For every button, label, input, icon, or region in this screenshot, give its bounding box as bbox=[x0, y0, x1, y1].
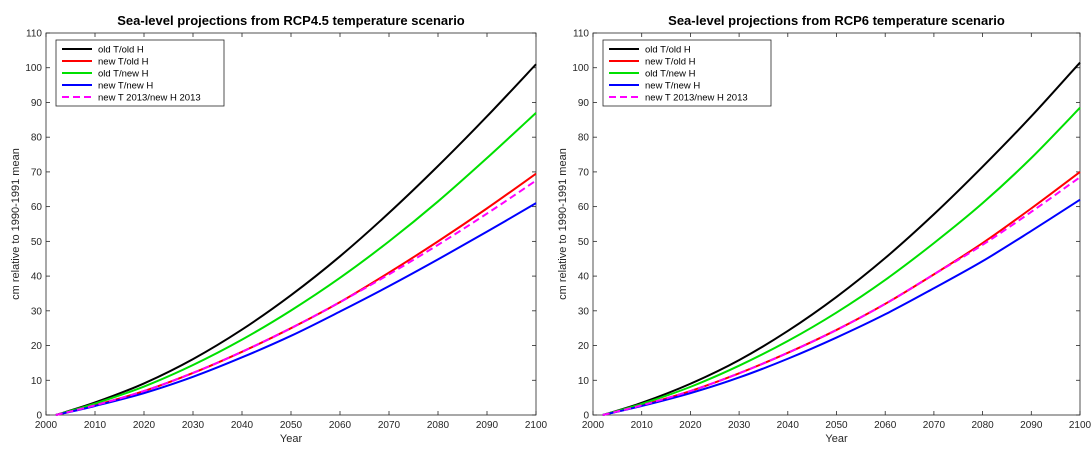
chart-panel: 2000 2010 2020 2030 2040 2050 2060 2070 2080 2090… bbox=[10, 13, 548, 445]
y-tick-label: 80 bbox=[578, 133, 590, 144]
legend-label: new T/old H bbox=[645, 57, 696, 68]
y-tick-label: 20 bbox=[578, 341, 590, 352]
x-tick-label: 2070 bbox=[923, 420, 946, 431]
x-tick-label: 2030 bbox=[728, 420, 751, 431]
x-axis-label: Year bbox=[280, 433, 303, 445]
y-axis-label: cm relative to 1990-1991 mean bbox=[10, 148, 22, 300]
x-tick-label: 2040 bbox=[231, 420, 254, 431]
x-tick-label: 2030 bbox=[182, 420, 205, 431]
legend-label: new T 2013/new H 2013 bbox=[645, 93, 748, 104]
legend-label: new T/new H bbox=[98, 81, 153, 92]
y-tick-label: 110 bbox=[26, 29, 42, 40]
series-line bbox=[55, 112, 537, 416]
series-line bbox=[602, 106, 1081, 416]
x-tick-label: 2060 bbox=[874, 420, 897, 431]
legend-label: new T/old H bbox=[98, 57, 149, 68]
y-axis: 0 10 20 30 40 50 60 70 80 90 100 110 bbox=[572, 29, 1080, 422]
legend-label: new T 2013/new H 2013 bbox=[98, 93, 201, 104]
y-tick-label: 30 bbox=[578, 306, 590, 317]
y-tick-label: 100 bbox=[572, 63, 589, 74]
legend-label: old T/old H bbox=[645, 45, 691, 56]
y-tick-label: 110 bbox=[573, 29, 589, 40]
series-line bbox=[602, 198, 1081, 416]
x-tick-label: 2060 bbox=[329, 420, 352, 431]
chart-title: Sea-level projections from RCP6 temperat… bbox=[668, 13, 1005, 28]
x-tick-label: 2100 bbox=[525, 420, 548, 431]
x-tick-label: 2090 bbox=[476, 420, 499, 431]
y-tick-label: 70 bbox=[31, 167, 43, 178]
x-tick-label: 2050 bbox=[825, 420, 848, 431]
y-tick-label: 80 bbox=[31, 133, 43, 144]
series-line bbox=[602, 176, 1081, 416]
x-tick-label: 2070 bbox=[378, 420, 401, 431]
y-tick-label: 50 bbox=[578, 237, 590, 248]
y-tick-label: 10 bbox=[578, 376, 590, 387]
y-axis: 0 10 20 30 40 50 60 70 80 90 100 110 bbox=[25, 29, 536, 422]
x-tick-label: 2010 bbox=[84, 420, 107, 431]
x-tick-label: 2020 bbox=[133, 420, 156, 431]
series-line bbox=[602, 171, 1081, 416]
x-tick-label: 2090 bbox=[1020, 420, 1043, 431]
legend-label: old T/old H bbox=[98, 45, 144, 56]
x-tick-label: 2020 bbox=[679, 420, 702, 431]
series-group bbox=[55, 63, 537, 416]
y-axis-label: cm relative to 1990-1991 mean bbox=[557, 148, 569, 300]
x-tick-label: 2040 bbox=[777, 420, 800, 431]
legend-label: new T/new H bbox=[645, 81, 700, 92]
x-tick-label: 2080 bbox=[427, 420, 450, 431]
y-tick-label: 50 bbox=[31, 237, 43, 248]
y-tick-label: 40 bbox=[31, 272, 43, 283]
series-line bbox=[55, 172, 537, 416]
chart-panel: 2000 2010 2020 2030 2040 2050 2060 2070 2080 2090… bbox=[557, 13, 1091, 445]
chart-title: Sea-level projections from RCP4.5 temper… bbox=[117, 13, 465, 28]
y-tick-label: 90 bbox=[578, 98, 590, 109]
y-tick-label: 70 bbox=[578, 167, 590, 178]
x-tick-label: 2000 bbox=[582, 420, 605, 431]
x-tick-label: 2050 bbox=[280, 420, 303, 431]
series-line bbox=[55, 63, 537, 416]
legend-label: old T/new H bbox=[645, 69, 696, 80]
y-tick-label: 0 bbox=[583, 411, 589, 422]
y-tick-label: 100 bbox=[25, 63, 42, 74]
y-tick-label: 60 bbox=[578, 202, 590, 213]
y-tick-label: 30 bbox=[31, 306, 43, 317]
x-axis: 2000 2010 2020 2030 2040 2050 2060 2070 2080 2090… bbox=[35, 33, 548, 431]
series-group bbox=[602, 61, 1081, 416]
y-tick-label: 40 bbox=[578, 272, 590, 283]
y-tick-label: 10 bbox=[31, 376, 43, 387]
y-tick-label: 20 bbox=[31, 341, 43, 352]
x-tick-label: 2000 bbox=[35, 420, 58, 431]
series-line bbox=[55, 202, 537, 416]
x-tick-label: 2100 bbox=[1069, 420, 1091, 431]
legend-label: old T/new H bbox=[98, 69, 149, 80]
y-tick-label: 60 bbox=[31, 202, 43, 213]
x-tick-label: 2010 bbox=[631, 420, 654, 431]
x-tick-label: 2080 bbox=[971, 420, 994, 431]
y-tick-label: 0 bbox=[36, 411, 42, 422]
series-line bbox=[602, 61, 1081, 416]
y-tick-label: 90 bbox=[31, 98, 43, 109]
x-axis: 2000 2010 2020 2030 2040 2050 2060 2070 2080 2090… bbox=[582, 33, 1091, 431]
x-axis-label: Year bbox=[825, 433, 848, 445]
